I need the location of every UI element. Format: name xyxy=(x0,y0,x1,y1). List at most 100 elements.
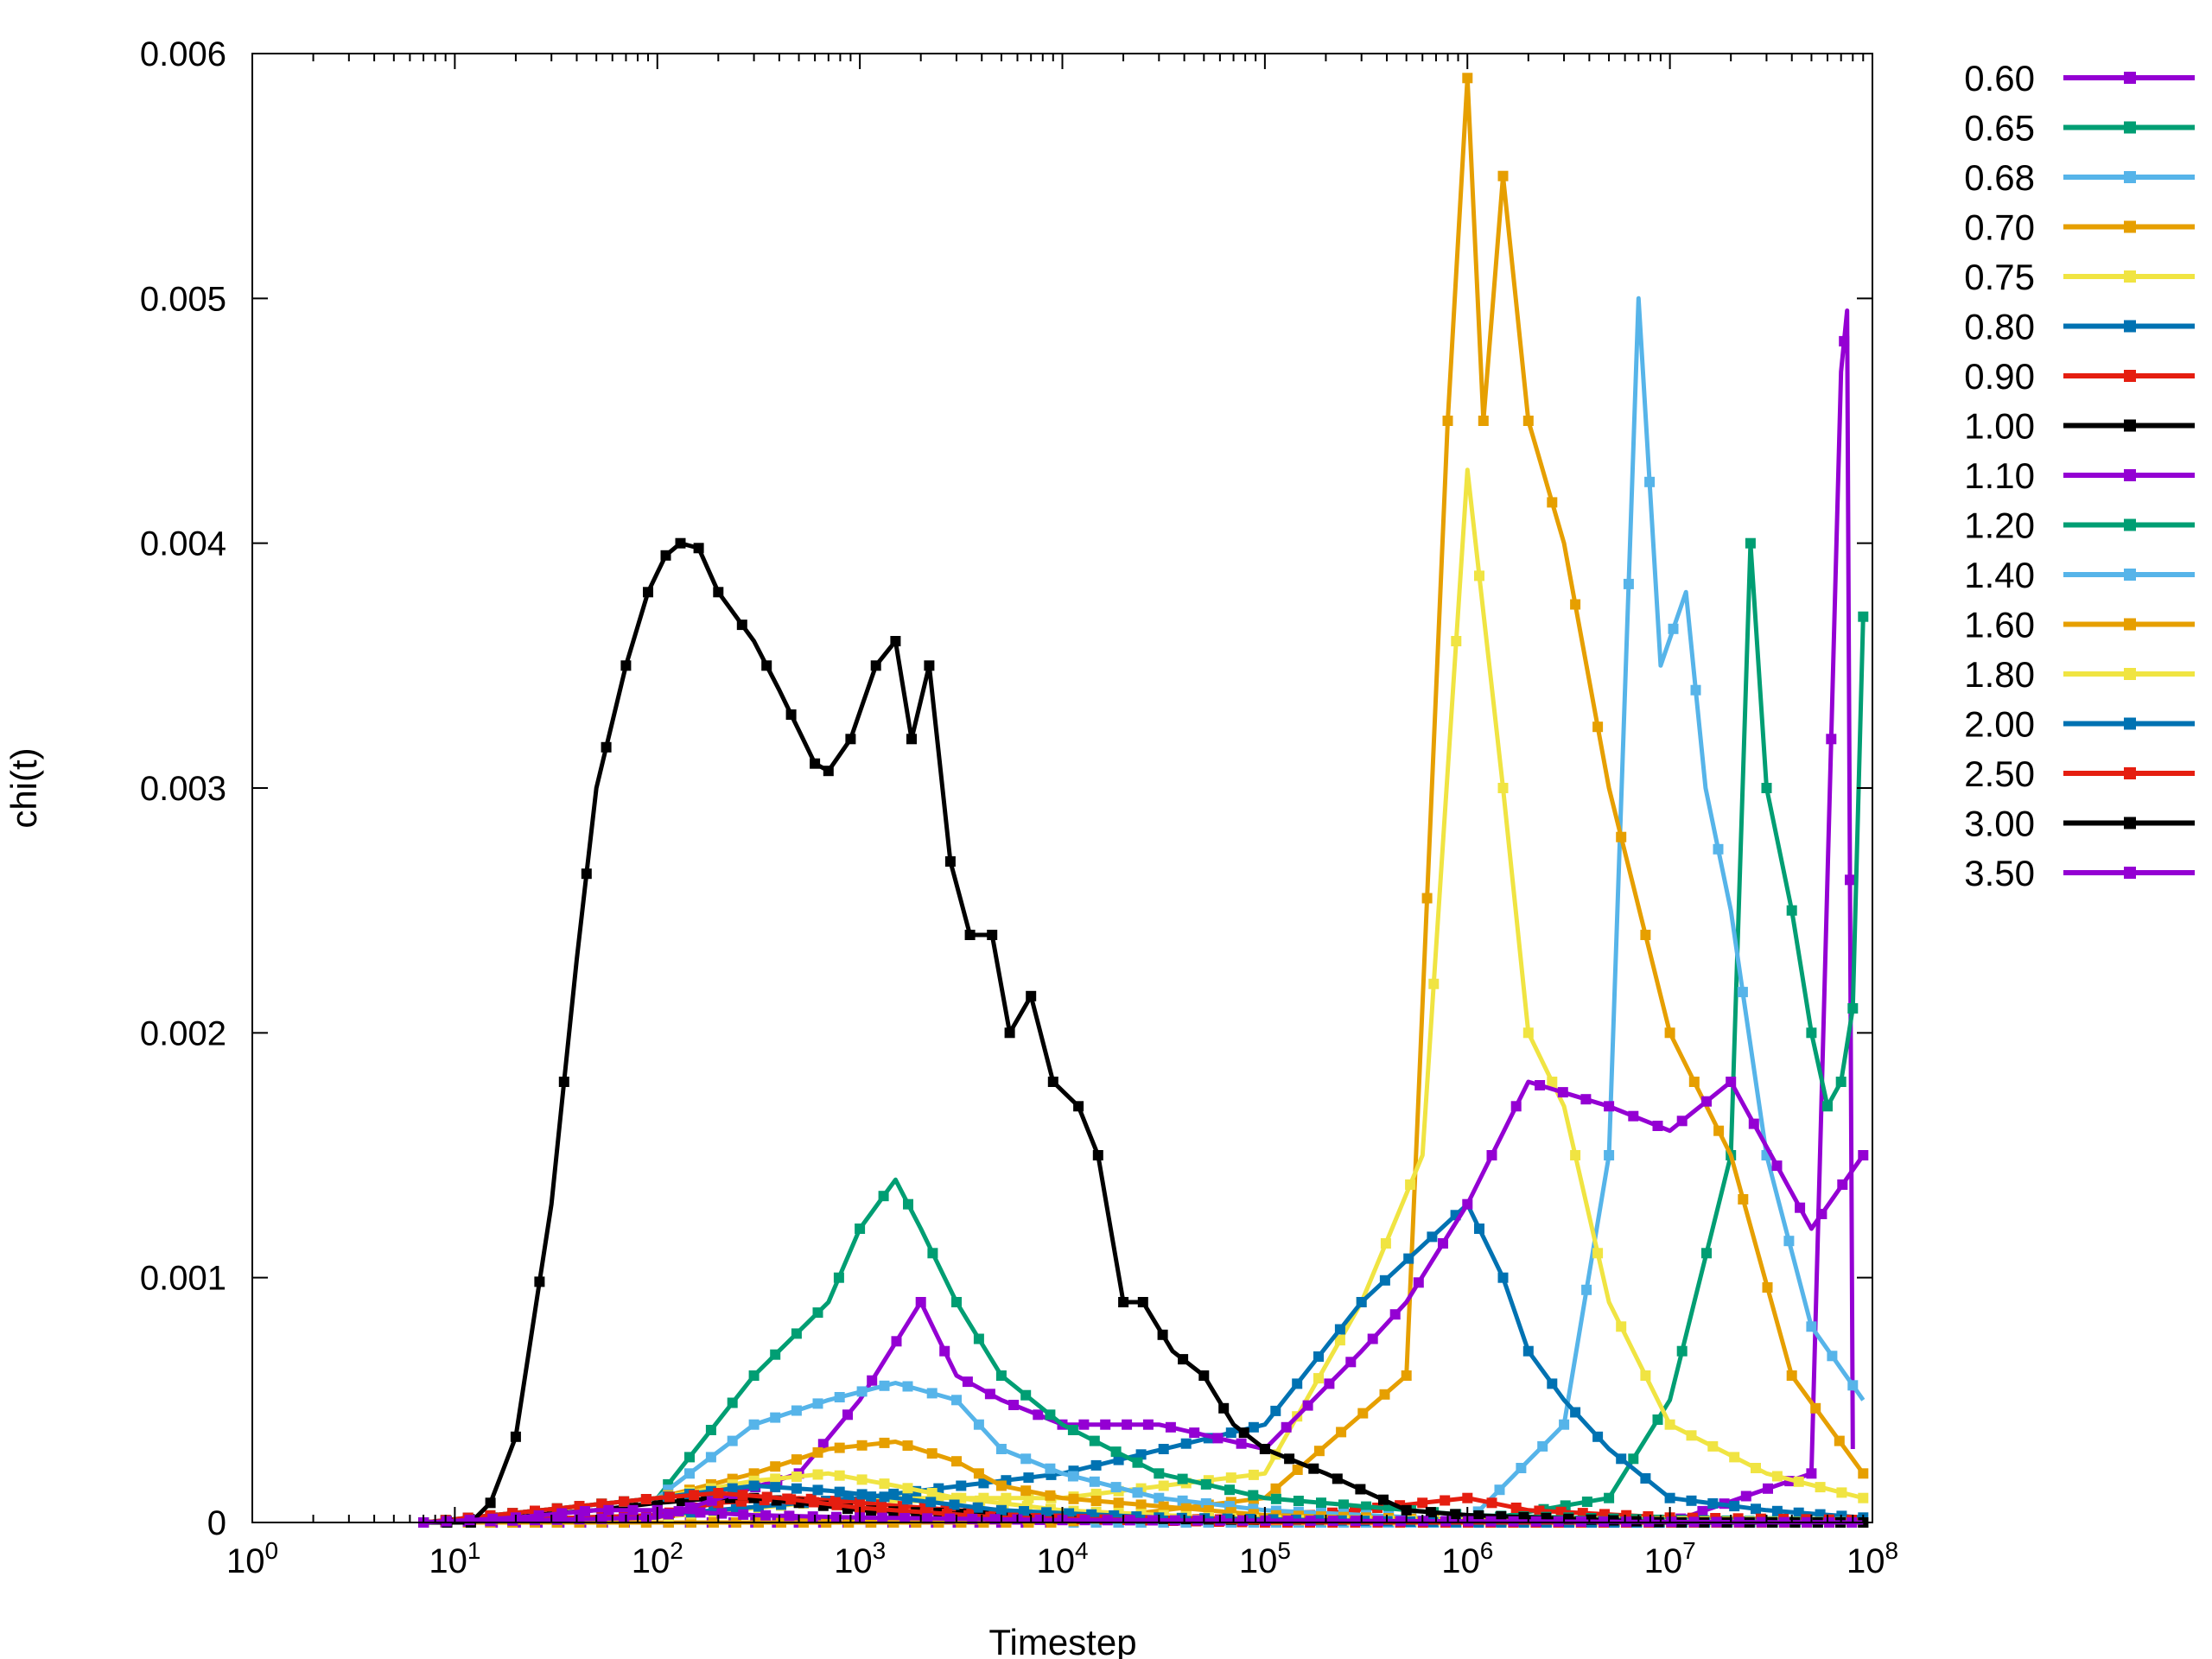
series-point-1.40 xyxy=(995,1444,1007,1454)
series-point-0.75 xyxy=(1570,1150,1581,1160)
series-point-1.10 xyxy=(1008,1400,1020,1410)
series-point-1.10 xyxy=(984,1389,995,1400)
series-point-3.50 xyxy=(533,1510,544,1521)
legend-label: 0.90 xyxy=(1964,356,2035,397)
series-point-0.68 xyxy=(1559,1419,1570,1430)
series-point-1.10 xyxy=(1726,1077,1737,1087)
series-point-2.00 xyxy=(834,1486,845,1497)
series-point-0.70 xyxy=(1270,1483,1281,1494)
series-point-1.10 xyxy=(1701,1096,1712,1107)
legend-item-0.65: 0.65 xyxy=(1964,108,2195,149)
series-point-1.60 xyxy=(770,1461,781,1472)
series-point-3.50 xyxy=(1170,1515,1180,1526)
series-point-0.60 xyxy=(1697,1505,1708,1516)
series-point-1.20 xyxy=(903,1198,913,1210)
series-point-1.80 xyxy=(856,1474,868,1485)
series-point-3.50 xyxy=(830,1511,842,1522)
series-point-0.90 xyxy=(1417,1497,1428,1509)
series-point-0.75 xyxy=(1405,1179,1416,1190)
series-point-0.75 xyxy=(1640,1370,1651,1381)
series-point-1.20 xyxy=(927,1248,938,1259)
series-point-2.50 xyxy=(761,1491,772,1503)
legend: 0.60 0.65 0.68 0.70 0.75 0.80 0.90 1.00 1.10 1.20… xyxy=(1964,58,2195,893)
series-point-0.80 xyxy=(1403,1253,1414,1264)
series-point-0.70 xyxy=(1616,831,1627,842)
series-point-3.50 xyxy=(464,1515,475,1526)
legend-label: 0.80 xyxy=(1964,307,2035,347)
series-point-0.70 xyxy=(1688,1077,1700,1087)
y-axis-title: chi(t) xyxy=(3,747,44,828)
series-point-1.10 xyxy=(1281,1421,1292,1433)
series-point-1.20 xyxy=(727,1397,738,1408)
series-point-3.00 xyxy=(987,930,998,940)
series-point-1.10 xyxy=(915,1297,926,1307)
series-point-1.80 xyxy=(834,1470,845,1481)
legend-item-0.75: 0.75 xyxy=(1964,257,2195,297)
series-point-1.40 xyxy=(856,1386,868,1397)
series-point-3.00 xyxy=(558,1077,569,1087)
series-point-0.65 xyxy=(1581,1497,1592,1507)
series-point-0.70 xyxy=(1592,721,1604,733)
series-point-3.50 xyxy=(1440,1516,1452,1527)
series-point-0.80 xyxy=(1707,1498,1719,1509)
series-point-1.10 xyxy=(1535,1080,1546,1090)
series-point-0.68 xyxy=(1737,987,1748,998)
series-point-1.40 xyxy=(748,1419,760,1430)
series-point-0.70 xyxy=(1442,416,1453,426)
series-point-1.10 xyxy=(939,1345,950,1357)
series-point-3.50 xyxy=(922,1513,933,1524)
series-point-1.10 xyxy=(1795,1202,1806,1213)
series-point-1.40 xyxy=(770,1412,781,1423)
series-point-1.10 xyxy=(640,1512,652,1523)
series-point-3.50 xyxy=(1553,1516,1564,1527)
series-point-0.80 xyxy=(1686,1495,1697,1506)
series-point-3.00 xyxy=(1118,1297,1129,1307)
series-point-1.20 xyxy=(1089,1435,1100,1446)
series-point-3.00 xyxy=(581,868,592,880)
series-point-1.60 xyxy=(1113,1497,1124,1509)
legend-item-0.90: 0.90 xyxy=(1964,356,2195,397)
series-point-0.80 xyxy=(1616,1453,1627,1465)
series-point-3.00 xyxy=(1425,1507,1436,1518)
series-point-0.80 xyxy=(1356,1297,1367,1307)
series-point-1.20 xyxy=(1110,1446,1122,1458)
series-point-3.00 xyxy=(1026,990,1037,1001)
series-point-1.10 xyxy=(1748,1118,1759,1129)
series-point-3.00 xyxy=(924,660,935,671)
series-point-3.00 xyxy=(1284,1453,1295,1465)
series-point-3.50 xyxy=(579,1506,590,1516)
series-point-1.10 xyxy=(1604,1101,1615,1112)
series-point-1.40 xyxy=(727,1435,738,1446)
series-point-1.20 xyxy=(1200,1478,1211,1490)
series-point-0.68 xyxy=(1668,623,1679,634)
series-point-1.60 xyxy=(812,1447,823,1458)
series-point-1.10 xyxy=(1676,1116,1688,1127)
legend-item-0.60: 0.60 xyxy=(1964,58,2195,99)
series-point-0.75 xyxy=(1451,636,1462,646)
series-point-1.20 xyxy=(705,1425,716,1435)
series-point-0.68 xyxy=(1581,1284,1592,1295)
series-point-1.20 xyxy=(1067,1425,1078,1435)
series-point-3.00 xyxy=(870,660,881,671)
series-point-0.70 xyxy=(1292,1465,1303,1475)
series-point-1.60 xyxy=(791,1454,802,1465)
series-point-3.00 xyxy=(785,709,797,720)
legend-item-2.50: 2.50 xyxy=(1964,753,2195,794)
x-tick-label: 101 xyxy=(429,1537,480,1580)
legend-swatch-point xyxy=(2124,72,2136,84)
series-point-1.10 xyxy=(1100,1419,1111,1430)
x-tick-label: 102 xyxy=(632,1537,683,1580)
series-point-3.50 xyxy=(1530,1516,1541,1527)
series-point-1.10 xyxy=(1557,1087,1568,1098)
series-point-0.75 xyxy=(1751,1463,1761,1473)
series-point-3.00 xyxy=(675,537,686,549)
series-point-1.40 xyxy=(1067,1471,1078,1482)
series-point-1.60 xyxy=(1020,1485,1032,1497)
series-point-1.20 xyxy=(791,1328,802,1339)
series-point-2.50 xyxy=(689,1490,700,1501)
series-point-0.65 xyxy=(1701,1248,1712,1259)
legend-label: 0.68 xyxy=(1964,157,2035,198)
series-point-0.80 xyxy=(1474,1224,1484,1234)
series-point-2.00 xyxy=(791,1483,802,1494)
